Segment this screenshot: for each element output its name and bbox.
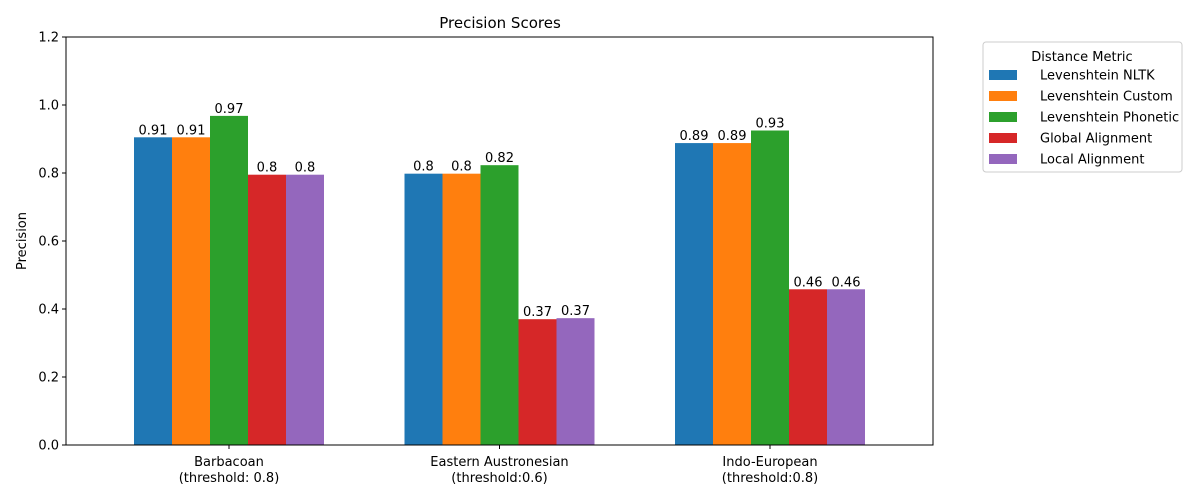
bar-value-label: 0.91 xyxy=(177,123,206,138)
bar xyxy=(751,130,789,445)
y-tick-label: 0.8 xyxy=(38,167,59,182)
bar xyxy=(518,319,557,445)
x-axis: Barbacoan(threshold: 0.8) Eastern Austron… xyxy=(179,445,818,486)
legend-swatch xyxy=(989,91,1017,101)
y-tick-label: 0.2 xyxy=(38,371,59,386)
chart-title: Precision Scores xyxy=(439,14,561,32)
bar-value-label: 0.8 xyxy=(451,160,472,175)
legend: Distance Metric Levenshtein NLTK Levensht… xyxy=(982,41,1183,173)
bar xyxy=(713,143,751,445)
bars-group xyxy=(134,115,865,446)
y-tick-label: 1.2 xyxy=(38,31,59,46)
legend-entry-label: Levenshtein Phonetic xyxy=(1040,111,1179,126)
y-axis-label: Precision xyxy=(15,212,30,270)
y-tick-label: 0.6 xyxy=(38,235,59,250)
bar-value-label: 0.89 xyxy=(680,129,709,144)
y-tick-label: 1.0 xyxy=(38,99,59,114)
x-tick-label: Barbacoan xyxy=(194,455,264,470)
bar xyxy=(480,165,519,445)
bar-value-label: 0.37 xyxy=(523,305,552,320)
bar-value-label: 0.8 xyxy=(413,160,434,175)
x-tick-label: Eastern Austronesian xyxy=(430,455,568,470)
bar xyxy=(172,137,210,446)
legend-swatch xyxy=(989,112,1017,122)
y-tick-label: 0.0 xyxy=(38,439,59,454)
bar xyxy=(556,318,595,445)
bar xyxy=(210,115,248,445)
bar-value-label: 0.46 xyxy=(832,275,861,290)
legend-entry-label: Levenshtein Custom xyxy=(1040,90,1173,105)
bar-value-label: 0.82 xyxy=(485,151,514,166)
bar-value-label: 0.93 xyxy=(756,117,785,132)
bar-value-label: 0.8 xyxy=(257,161,278,176)
legend-entry-label: Global Alignment xyxy=(1040,132,1152,147)
legend-entry-label: Levenshtein NLTK xyxy=(1040,69,1155,84)
bar-value-label: 0.91 xyxy=(139,123,168,138)
bar-labels-group: 0.91 0.8 0.89 0.91 0.8 0.89 0.97 0.82 0.93 0.8 0.3… xyxy=(139,102,861,320)
bar-value-label: 0.37 xyxy=(561,304,590,319)
legend-title: Distance Metric xyxy=(1031,50,1132,65)
legend-swatch xyxy=(989,133,1017,143)
bar-value-label: 0.8 xyxy=(295,161,316,176)
x-tick-label: Indo-European xyxy=(722,455,817,470)
legend-entry-label: Local Alignment xyxy=(1040,153,1144,168)
bar xyxy=(675,143,713,445)
plot-frame xyxy=(65,36,934,446)
bar xyxy=(442,173,481,445)
legend-box xyxy=(982,41,1183,173)
bar xyxy=(789,289,827,445)
bar-value-label: 0.97 xyxy=(215,102,244,117)
x-tick-label: (threshold:0.8) xyxy=(722,471,818,486)
bar xyxy=(248,174,286,445)
bar xyxy=(404,173,443,445)
legend-swatch xyxy=(989,70,1017,80)
y-axis: 0.0 0.2 0.4 0.6 0.8 1.0 1.2 xyxy=(38,31,66,454)
bar xyxy=(827,289,865,445)
x-tick-label: (threshold:0.6) xyxy=(451,471,547,486)
bar xyxy=(134,137,172,446)
y-tick-label: 0.4 xyxy=(38,303,59,318)
x-tick-label: (threshold: 0.8) xyxy=(179,471,280,486)
bar-value-label: 0.89 xyxy=(718,129,747,144)
bar xyxy=(286,174,324,445)
bar-value-label: 0.46 xyxy=(794,275,823,290)
legend-swatch xyxy=(989,154,1017,164)
